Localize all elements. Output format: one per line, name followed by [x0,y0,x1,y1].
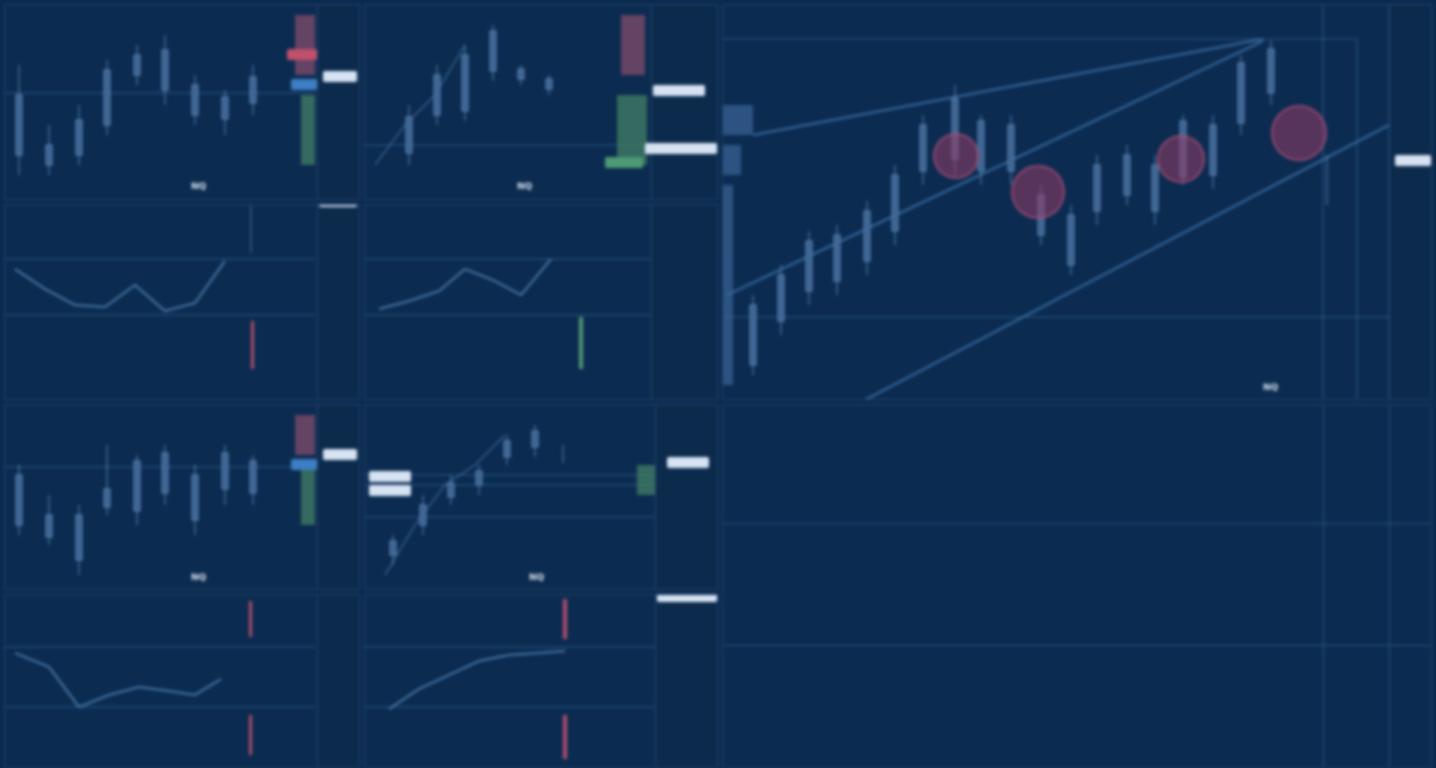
price-tag-green-2 [605,157,643,168]
candlestick-chart-2 [365,15,655,166]
price-tag-blue [291,79,317,90]
indicator-value [319,205,357,207]
bubble-1 [933,133,979,179]
price-tag-current-4 [667,457,709,468]
price-axis-2[interactable] [651,5,717,199]
candles-1 [15,35,257,175]
price-axis-1[interactable] [317,5,359,199]
grid-line [1389,405,1390,767]
empty-grid-panel [722,404,1432,768]
instrument-badge[interactable]: NQ [191,182,207,192]
price-axis-4[interactable] [655,405,717,589]
chart-panel-3[interactable]: NQ [4,404,360,590]
indicator-line-4 [365,599,655,759]
candlestick-chart-1 [5,15,315,175]
indicator-axis-4 [655,595,717,767]
indicator-axis-1 [317,205,359,399]
instrument-badge-2[interactable]: NQ [517,182,533,192]
price-tag-b [369,485,411,496]
price-tag-blue-3 [291,459,317,470]
price-tag-current-5 [1395,155,1431,166]
indicator-line-2 [365,258,655,369]
instrument-badge-5[interactable]: NQ [1263,383,1279,393]
price-tag-current-2 [653,85,705,96]
indicator-panel-3 [4,594,360,768]
indicator-line-3 [5,601,315,755]
indicator-axis-2 [651,205,717,399]
chart-panel-4[interactable]: NQ [364,404,718,590]
price-tag-a [369,471,411,482]
indicator-value-4 [657,595,717,602]
price-tag-current [323,71,357,82]
indicator-panel-4 [364,594,718,768]
price-axis-3[interactable] [317,405,359,589]
indicator-panel-1 [4,204,360,400]
candlestick-chart-3 [5,415,315,575]
instrument-badge-3[interactable]: NQ [191,573,207,583]
bubble-4 [1271,105,1327,161]
volume-profile-5 [723,105,753,385]
bubble-2 [1011,165,1065,219]
volume-profile-1 [301,95,315,165]
indicator-line-1 [5,205,315,369]
chart-panel-1[interactable]: NQ [4,4,360,200]
grid-line [723,523,1431,524]
instrument-badge-4[interactable]: NQ [529,573,545,583]
indicator-axis-3 [317,595,359,767]
indicator-panel-2 [364,204,718,400]
bubble-3 [1157,135,1205,183]
grid-line [723,645,1431,646]
chart-panel-2[interactable]: NQ [364,4,718,200]
price-axis-5[interactable] [1389,5,1431,399]
price-tag-white-2 [645,143,717,154]
candlestick-chart-4 [365,425,655,576]
candlestick-chart-5 [723,5,1390,399]
grid-line [1323,405,1324,767]
price-tag-current-3 [323,449,357,460]
price-tag-red [287,49,317,60]
chart-panel-5[interactable]: NQ [722,4,1432,400]
